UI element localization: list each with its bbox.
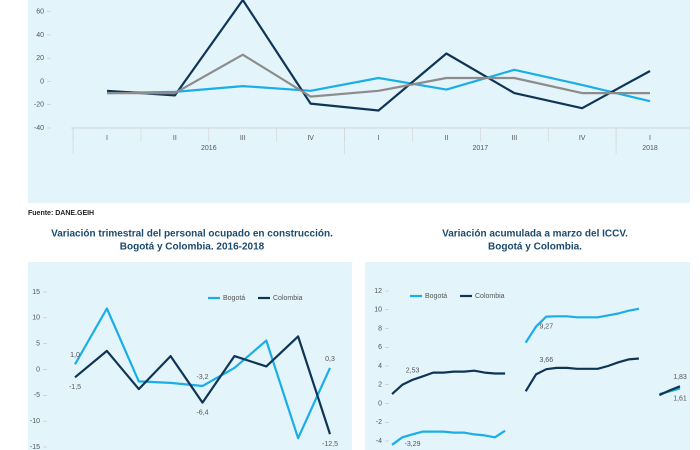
- chart-subtitle: Bogotá y Colombia.: [488, 242, 582, 253]
- y-tick-label: 5: [36, 341, 40, 348]
- series-line: [74, 307, 332, 440]
- x-tick-label: II: [173, 135, 177, 142]
- y-tick-label: 20: [36, 55, 44, 62]
- y-tick-label: 0: [36, 366, 40, 373]
- data-label: -3,29: [405, 441, 421, 448]
- y-tick-label: 40: [36, 32, 44, 39]
- y-tick-label: -20: [34, 102, 44, 109]
- y-tick-label: 0: [378, 400, 382, 407]
- series-line: [106, 0, 651, 112]
- x-tick-label: III: [511, 135, 517, 142]
- y-tick-label: -5: [34, 392, 40, 399]
- y-tick-label: 15: [32, 289, 40, 296]
- series-line: [74, 335, 332, 435]
- legend-label: Colombia: [273, 295, 303, 302]
- y-tick-label: 10: [374, 307, 382, 314]
- series-line: [391, 357, 681, 397]
- y-tick-label: 0: [40, 78, 44, 85]
- y-tick-label: 4: [378, 363, 382, 370]
- data-label: 1,0: [70, 352, 80, 359]
- group-label: 2016: [201, 145, 217, 152]
- y-tick-label: 10: [32, 315, 40, 322]
- data-label: 1,61: [673, 395, 687, 402]
- y-tick-label: 8: [378, 325, 382, 332]
- data-label: -12,5: [322, 441, 338, 448]
- x-tick-label: I: [378, 135, 380, 142]
- data-label: -6,4: [196, 409, 208, 416]
- panel: [28, 0, 690, 203]
- data-label: 3,66: [539, 357, 553, 364]
- legend-label: Bogotá: [223, 295, 245, 302]
- y-tick-label: -40: [34, 125, 44, 132]
- y-tick-label: 12: [374, 288, 382, 295]
- x-tick-label: I: [649, 135, 651, 142]
- series-line: [106, 68, 651, 103]
- series-line: [107, 53, 650, 98]
- x-tick-label: II: [444, 135, 448, 142]
- data-label: -3,2: [196, 374, 208, 381]
- chart-title: Variación acumulada a marzo del ICCV.: [442, 229, 628, 240]
- data-label: -1,5: [69, 384, 81, 391]
- legend-label: Bogotá: [425, 293, 447, 300]
- x-tick-label: IV: [579, 135, 586, 142]
- data-label: 2,53: [406, 368, 420, 375]
- x-tick-label: I: [106, 135, 108, 142]
- group-label: 2018: [642, 145, 658, 152]
- legend-label: Colombia: [475, 293, 505, 300]
- y-tick-label: -2: [376, 419, 382, 426]
- data-label: 1,83: [673, 374, 687, 381]
- data-label: 0,3: [325, 356, 335, 363]
- y-tick-label: -4: [376, 438, 382, 445]
- panel: [28, 262, 352, 450]
- y-tick-label: -10: [30, 418, 40, 425]
- x-tick-label: IV: [307, 135, 314, 142]
- y-tick-label: 2: [378, 382, 382, 389]
- data-label: 9,27: [539, 323, 553, 330]
- x-tick-label: III: [240, 135, 246, 142]
- chart-subtitle: Bogotá y Colombia. 2016-2018: [120, 242, 265, 253]
- panel: [365, 262, 690, 450]
- chart-title: Variación trimestral del personal ocupad…: [51, 229, 333, 240]
- y-tick-label: -15: [30, 444, 40, 450]
- y-tick-label: 6: [378, 344, 382, 351]
- source: Fuente: DANE.GEIH: [28, 210, 94, 217]
- y-tick-label: 60: [36, 8, 44, 15]
- group-label: 2017: [473, 145, 489, 152]
